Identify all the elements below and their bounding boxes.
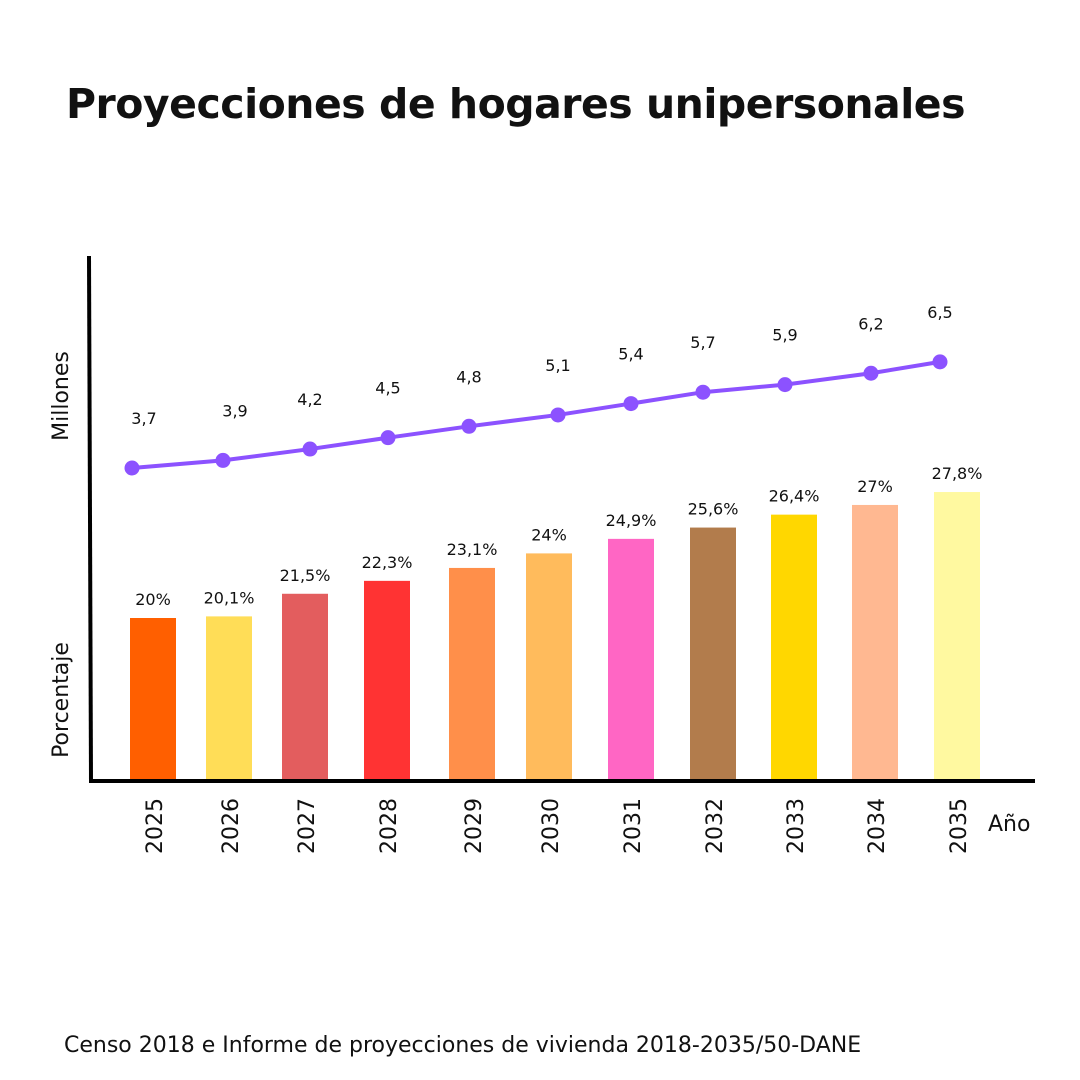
bar-label-2030: 24% [531,525,567,544]
line-label-2025: 3,7 [131,409,156,428]
chart-title: Proyecciones de hogares unipersonales [66,80,965,128]
bar-label-2034: 27% [857,477,893,496]
line-label-2032: 5,7 [690,333,715,352]
bar-label-2025: 20% [135,590,171,609]
line-label-2033: 5,9 [772,326,797,345]
bar-label-2032: 25,6% [688,500,739,519]
line-point-2035 [932,354,948,370]
x-tick-2025: 2025 [143,798,168,854]
line-point-2034 [863,365,879,381]
y-axis-label-millones: Millones [49,351,74,441]
line-point-2033 [777,377,793,393]
bar-label-2033: 26,4% [769,487,820,506]
line-label-2030: 5,1 [545,356,570,375]
bar-label-2035: 27,8% [932,464,983,483]
x-tick-2030: 2030 [539,798,564,854]
x-tick-2034: 2034 [865,798,890,854]
x-tick-2032: 2032 [703,798,728,854]
y-axis-label-porcentaje: Porcentaje [49,642,74,758]
x-tick-2026: 2026 [219,798,244,854]
line-point-2032 [695,384,711,400]
bar-2033 [771,514,817,781]
x-tick-2027: 2027 [295,798,320,854]
line-label-2029: 4,8 [456,367,481,386]
x-tick-2028: 2028 [377,798,402,854]
line-point-2027 [302,441,318,457]
bar-label-2031: 24,9% [606,511,657,530]
x-axis-label: Año [988,812,1030,837]
line-series [131,359,941,470]
bar-2035 [934,492,980,781]
bar-2026 [206,616,252,781]
x-tick-2033: 2033 [784,798,809,854]
bar-2025 [130,618,176,781]
line-label-2027: 4,2 [297,390,322,409]
line-label-2035: 6,5 [927,303,952,322]
bar-2034 [852,504,898,781]
line-point-2026 [215,452,231,468]
source-note: Censo 2018 e Informe de proyecciones de … [64,1033,862,1058]
bar-label-2029: 23,1% [447,540,498,559]
line-point-2025 [124,460,140,476]
bar-2029 [449,567,495,781]
line-label-2031: 5,4 [618,345,643,364]
line-point-2031 [623,396,639,412]
bar-2032 [690,527,736,781]
bar-label-2026: 20,1% [204,588,255,607]
y-axis [87,255,93,783]
line-point-2029 [461,418,477,434]
bar-2028 [364,580,410,781]
line-label-2026: 3,9 [222,401,247,420]
line-point-2028 [380,430,396,446]
bar-2027 [282,593,328,781]
x-tick-2029: 2029 [462,798,487,854]
line-label-2028: 4,5 [375,379,400,398]
bar-label-2027: 21,5% [280,566,331,585]
bar-label-2028: 22,3% [362,553,413,572]
line-point-2030 [550,407,566,423]
bar-2030 [526,553,572,781]
x-tick-2031: 2031 [621,798,646,854]
line-label-2034: 6,2 [858,314,883,333]
bar-2031 [608,538,654,781]
x-tick-2035: 2035 [947,798,972,854]
